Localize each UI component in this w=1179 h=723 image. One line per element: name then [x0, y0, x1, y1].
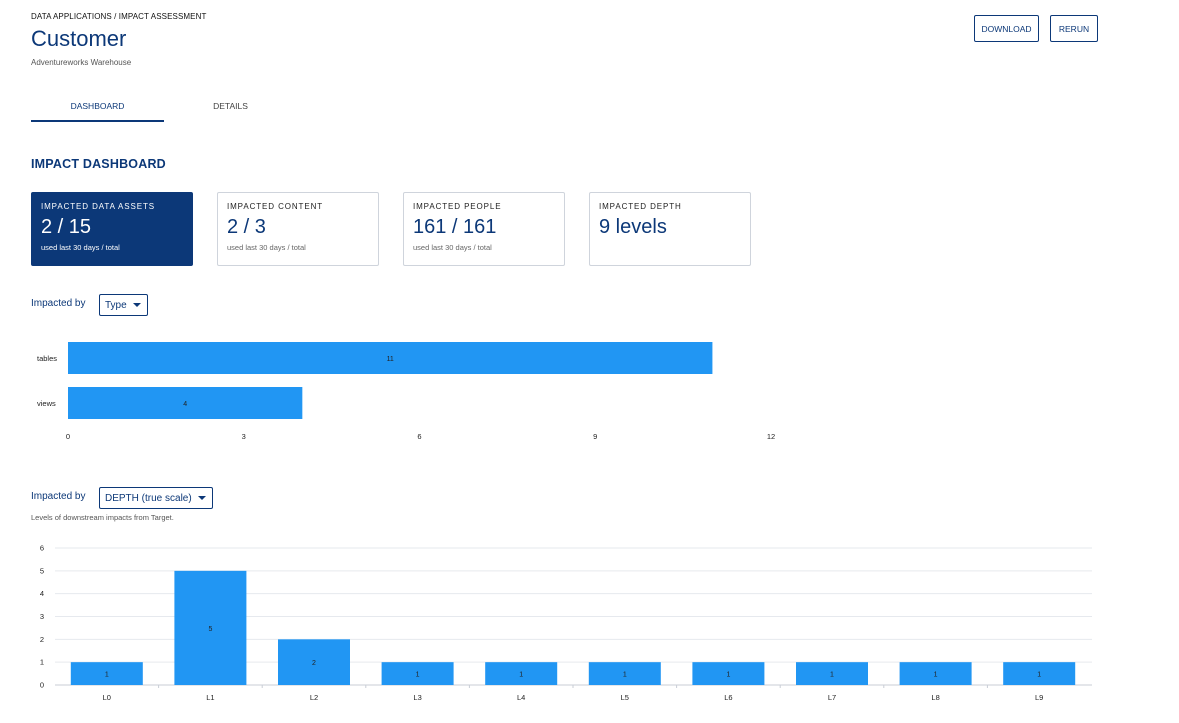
- y-tick-label: views: [37, 399, 56, 408]
- impacted-by-type-select[interactable]: Type: [99, 294, 148, 316]
- page-subtitle: Adventureworks Warehouse: [31, 58, 132, 67]
- card-label: IMPACTED DATA ASSETS: [41, 202, 156, 211]
- impacted-by-label: Impacted by: [31, 298, 86, 309]
- card-impacted-content[interactable]: IMPACTED CONTENT 2 / 3 used last 30 days…: [217, 192, 379, 266]
- data-label: 5: [208, 626, 212, 633]
- card-value: 161 / 161: [413, 216, 497, 238]
- data-label: 1: [416, 672, 420, 679]
- tab-dashboard[interactable]: DASHBOARD: [31, 96, 164, 122]
- x-tick-label: L2: [310, 693, 318, 702]
- impacted-by-label-depth: Impacted by: [31, 491, 86, 502]
- caret-down-icon: [132, 303, 141, 307]
- caret-down-icon: [197, 496, 206, 500]
- card-subtext: used last 30 days / total: [227, 243, 306, 252]
- y-tick-label: 1: [40, 658, 44, 667]
- card-label: IMPACTED PEOPLE: [413, 202, 502, 211]
- x-tick-label: L4: [517, 693, 525, 702]
- data-label: 1: [934, 672, 938, 679]
- data-label: 1: [623, 672, 627, 679]
- card-impacted-people[interactable]: IMPACTED PEOPLE 161 / 161 used last 30 d…: [403, 192, 565, 266]
- data-label: 1: [726, 672, 730, 679]
- card-value: 9 levels: [599, 216, 667, 238]
- x-tick-label: 12: [767, 432, 775, 441]
- select-value: Type: [105, 299, 127, 311]
- x-tick-label: L3: [413, 693, 421, 702]
- card-subtext: used last 30 days / total: [413, 243, 492, 252]
- page-title: Customer: [31, 26, 127, 51]
- card-label: IMPACTED DEPTH: [599, 202, 682, 211]
- data-label: 1: [519, 672, 523, 679]
- y-tick-label: 5: [40, 566, 44, 575]
- y-tick-label: 6: [40, 544, 44, 553]
- x-tick-label: 0: [66, 432, 70, 441]
- section-title: IMPACT DASHBOARD: [31, 157, 166, 171]
- bar: [1003, 662, 1076, 685]
- tab-details[interactable]: DETAILS: [213, 101, 248, 111]
- bar: [588, 662, 661, 685]
- card-subtext: used last 30 days / total: [41, 243, 120, 252]
- select-value: DEPTH (true scale): [105, 492, 192, 504]
- card-value: 2 / 15: [41, 216, 92, 238]
- impacted-by-depth-select[interactable]: DEPTH (true scale): [99, 487, 213, 509]
- bar: [796, 662, 868, 685]
- data-label: 1: [1037, 672, 1041, 679]
- rerun-button[interactable]: RERUN: [1050, 15, 1098, 42]
- data-label: 1: [830, 672, 834, 679]
- x-tick-label: L1: [206, 693, 214, 702]
- card-label: IMPACTED CONTENT: [227, 202, 324, 211]
- bar: [899, 662, 972, 685]
- bar: [278, 639, 350, 685]
- x-tick-label: 9: [593, 432, 597, 441]
- card-value: 2 / 3: [227, 216, 266, 238]
- download-button[interactable]: DOWNLOAD: [974, 15, 1039, 42]
- bar: [692, 662, 765, 685]
- y-tick-label: 0: [40, 681, 44, 690]
- bar: [70, 662, 143, 685]
- data-label: 4: [183, 401, 187, 408]
- x-tick-label: 6: [417, 432, 421, 441]
- data-label: 1: [105, 672, 109, 679]
- data-label: 2: [312, 660, 316, 667]
- breadcrumb: DATA APPLICATIONS / IMPACT ASSESSMENT: [31, 12, 207, 21]
- x-tick-label: L6: [724, 693, 732, 702]
- data-label: 11: [387, 356, 394, 363]
- card-impacted-data-assets[interactable]: IMPACTED DATA ASSETS 2 / 15 used last 30…: [31, 192, 193, 266]
- x-tick-label: L8: [931, 693, 939, 702]
- x-tick-label: L0: [103, 693, 111, 702]
- y-tick-label: 2: [40, 635, 44, 644]
- bar: [68, 342, 713, 374]
- y-tick-label: tables: [37, 354, 57, 363]
- card-impacted-depth[interactable]: IMPACTED DEPTH 9 levels: [589, 192, 751, 266]
- y-tick-label: 4: [40, 589, 44, 598]
- y-tick-label: 3: [40, 612, 44, 621]
- bar: [174, 570, 247, 685]
- depth-caption: Levels of downstream impacts from Target…: [31, 513, 174, 522]
- x-tick-label: L9: [1035, 693, 1043, 702]
- type-bar-chart: tables 11 views 4 0 3 6 9 12: [37, 342, 775, 441]
- x-tick-label: L7: [828, 693, 836, 702]
- bar: [485, 662, 558, 685]
- bar: [68, 387, 303, 419]
- bar: [381, 662, 454, 685]
- x-tick-label: 3: [242, 432, 246, 441]
- x-tick-label: L5: [621, 693, 629, 702]
